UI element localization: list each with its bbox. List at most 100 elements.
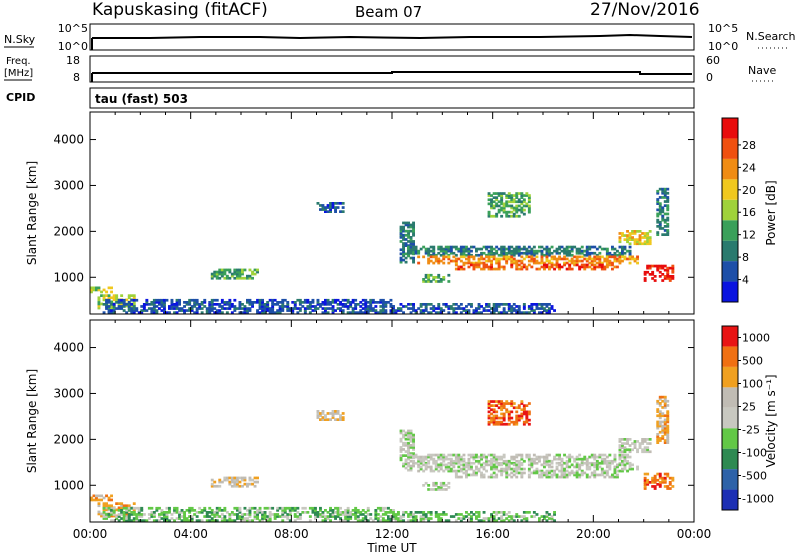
echo-cell bbox=[409, 303, 413, 306]
echo-cell bbox=[560, 249, 564, 253]
echo-cell bbox=[308, 301, 312, 304]
echo-cell bbox=[525, 267, 529, 271]
echo-cell bbox=[409, 236, 413, 239]
echo-cell bbox=[505, 461, 509, 465]
echo-cell bbox=[409, 249, 413, 253]
echo-cell bbox=[585, 265, 589, 269]
echo-cell bbox=[422, 484, 426, 487]
echo-cell bbox=[399, 519, 403, 522]
echo-cell bbox=[543, 459, 546, 463]
echo-cell bbox=[314, 513, 317, 516]
echo-cell bbox=[515, 200, 519, 204]
echo-cell bbox=[384, 511, 388, 514]
echo-cell bbox=[246, 484, 249, 488]
echo-cell bbox=[346, 513, 350, 516]
echo-cell bbox=[500, 311, 504, 314]
echo-cell bbox=[593, 257, 597, 261]
echo-cell bbox=[600, 247, 604, 251]
echo-cell bbox=[105, 298, 108, 302]
echo-cell bbox=[487, 257, 491, 261]
echo-cell bbox=[472, 455, 476, 459]
echo-cell bbox=[522, 311, 526, 314]
echo-cell bbox=[253, 484, 257, 488]
echo-cell bbox=[605, 265, 609, 269]
echo-cell bbox=[402, 227, 405, 231]
echo-cell bbox=[663, 433, 667, 436]
echo-cell bbox=[605, 253, 609, 257]
echo-cell bbox=[613, 457, 617, 461]
echo-cell bbox=[314, 506, 317, 510]
echo-cell bbox=[135, 307, 139, 310]
echo-cell bbox=[560, 475, 564, 479]
echo-cell bbox=[643, 472, 647, 476]
echo-cell bbox=[251, 301, 254, 304]
echo-cell bbox=[220, 513, 224, 516]
echo-cell bbox=[517, 515, 521, 518]
echo-cell bbox=[530, 457, 534, 461]
echo-cell bbox=[633, 232, 637, 235]
echo-cell bbox=[646, 450, 650, 454]
echo-cell bbox=[379, 309, 383, 312]
echo-cell bbox=[656, 402, 660, 405]
echo-cell bbox=[578, 475, 582, 479]
echo-cell bbox=[404, 244, 408, 247]
echo-cell bbox=[324, 208, 327, 211]
echo-cell bbox=[475, 247, 478, 251]
echo-cell bbox=[470, 261, 473, 265]
echo-cell bbox=[256, 509, 259, 512]
echo-cell bbox=[663, 229, 667, 232]
echo-cell bbox=[268, 307, 272, 310]
echo-cell bbox=[417, 307, 421, 310]
echo-cell bbox=[570, 245, 574, 249]
echo-cell bbox=[507, 402, 511, 405]
date-label: 27/Nov/2016 bbox=[590, 0, 700, 20]
echo-cell bbox=[530, 459, 534, 463]
echo-cell bbox=[278, 309, 282, 312]
echo-cell bbox=[505, 465, 509, 469]
echo-cell bbox=[517, 459, 521, 463]
echo-cell bbox=[238, 305, 242, 308]
echo-cell bbox=[402, 511, 405, 514]
echo-cell bbox=[495, 461, 499, 465]
echo-cell bbox=[636, 440, 639, 443]
echo-cell bbox=[434, 253, 438, 257]
echo-cell bbox=[515, 267, 519, 271]
echo-cell bbox=[366, 311, 370, 314]
echo-cell bbox=[628, 257, 632, 261]
echo-cell bbox=[208, 519, 212, 522]
echo-cell bbox=[555, 473, 559, 477]
echo-cell bbox=[384, 311, 388, 314]
echo-cell bbox=[185, 309, 189, 312]
echo-cell bbox=[409, 446, 413, 449]
echo-cell bbox=[392, 307, 395, 310]
echo-cell bbox=[253, 476, 257, 480]
echo-cell bbox=[296, 311, 300, 314]
echo-cell bbox=[439, 455, 443, 459]
echo-cell bbox=[256, 268, 259, 272]
echo-cell bbox=[442, 249, 446, 253]
echo-cell bbox=[658, 202, 662, 205]
echo-cell bbox=[636, 238, 639, 241]
echo-cell bbox=[621, 247, 624, 251]
echo-cell bbox=[241, 311, 244, 314]
echo-cell bbox=[497, 461, 501, 465]
echo-cell bbox=[623, 238, 627, 241]
echo-cell bbox=[248, 519, 252, 522]
echo-cell bbox=[515, 418, 519, 422]
echo-cell bbox=[656, 399, 660, 403]
echo-cell bbox=[497, 463, 501, 467]
echo-cell bbox=[505, 200, 509, 204]
echo-cell bbox=[409, 238, 413, 241]
echo-cell bbox=[140, 509, 144, 512]
echo-cell bbox=[215, 309, 219, 312]
echo-cell bbox=[354, 515, 358, 518]
echo-cell bbox=[454, 261, 458, 265]
echo-cell bbox=[538, 455, 541, 459]
echo-cell bbox=[633, 444, 637, 447]
nsearch-label: N.Search bbox=[746, 30, 796, 43]
echo-cell bbox=[490, 418, 493, 422]
echo-cell bbox=[517, 198, 521, 202]
echo-cell bbox=[575, 463, 579, 467]
echo-cell bbox=[623, 450, 627, 454]
echo-cell bbox=[583, 455, 587, 459]
